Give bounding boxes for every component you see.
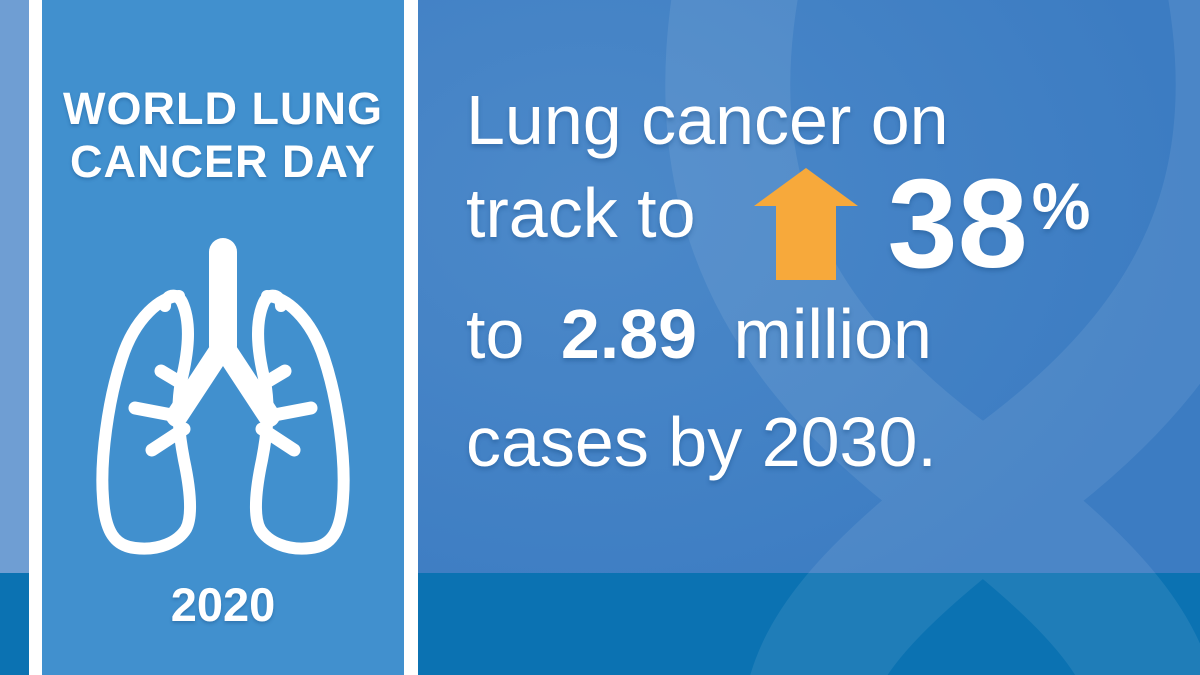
event-title-line2: CANCER DAY — [70, 136, 376, 187]
event-year: 2020 — [170, 578, 276, 631]
headline-line3-prefix: to — [466, 295, 525, 373]
event-panel: WORLD LUNG CANCER DAY 2020 — [42, 0, 404, 675]
footer-bar: CHEST ® — [418, 573, 1200, 675]
headline-line3-suffix: million — [733, 295, 932, 373]
headline-line3-number: 2.89 — [560, 295, 698, 373]
stat-unit: % — [1031, 169, 1091, 243]
message-panel: CHEST ® — [418, 0, 1200, 675]
frame-strip-left — [29, 0, 42, 675]
stat-value: 38 — [887, 153, 1028, 294]
left-edge-strip — [0, 0, 29, 573]
event-title-line1: WORLD LUNG — [63, 83, 383, 134]
headline-line2-prefix: track to — [466, 174, 696, 252]
headline-line1: Lung cancer on — [466, 81, 949, 159]
frame-strip-right — [404, 0, 418, 675]
headline-line3: to 2.89 million — [466, 299, 932, 369]
lungs-icon — [96, 238, 350, 555]
left-edge-strip-bottom — [0, 573, 29, 675]
headline-line4: cases by 2030. — [466, 403, 937, 481]
up-arrow-icon — [753, 168, 858, 280]
headline-line2: track to 38 % — [466, 161, 1090, 287]
